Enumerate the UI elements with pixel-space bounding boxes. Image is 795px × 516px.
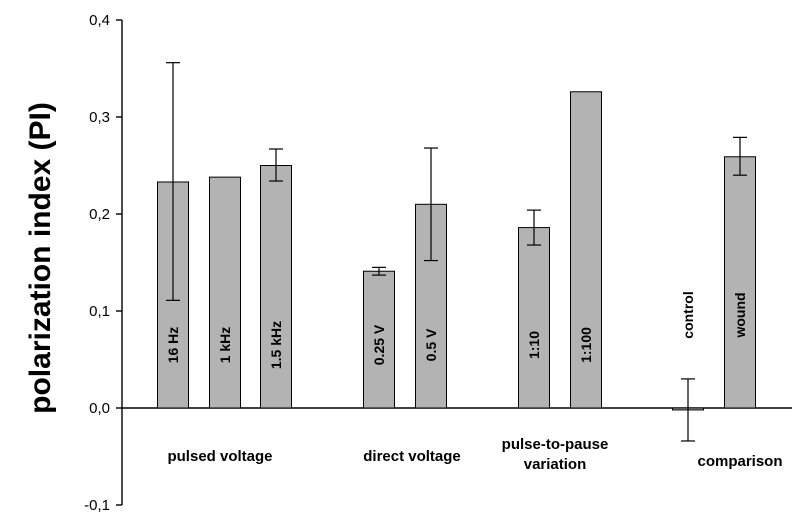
group-label: pulse-to-pause: [502, 436, 609, 453]
y-tick-label: 0,4: [89, 12, 110, 29]
y-tick-label: 0,0: [89, 400, 110, 417]
bar: [518, 227, 550, 409]
bar: [260, 165, 292, 409]
bar-label: 1:100: [578, 327, 594, 363]
bar-label: wound: [732, 292, 748, 338]
bar: [209, 176, 241, 409]
y-axis-title: polarization index (PI): [24, 102, 57, 414]
group-label: pulsed voltage: [167, 448, 272, 465]
y-tick-label: 0,1: [89, 303, 110, 320]
group-label: variation: [524, 456, 587, 473]
bar: [724, 156, 756, 409]
bar-label: 1.5 kHz: [268, 321, 284, 369]
bar-label: 0.25 V: [371, 324, 387, 365]
labels-layer: 16 Hz 1 kHz 1.5 kHz pulsed voltage 0.25 V 0.5…: [165, 291, 783, 473]
y-tick-label: 0,2: [89, 206, 110, 223]
group-label: comparison: [697, 453, 782, 470]
group-label: direct voltage: [363, 448, 461, 465]
bar-label: control: [680, 291, 696, 338]
y-tick-label: 0,3: [89, 109, 110, 126]
bar: [363, 270, 395, 409]
bar-label: 1 kHz: [217, 327, 233, 364]
y-tick-label: -0,1: [84, 497, 110, 514]
bar: [570, 91, 602, 409]
bars-layer: [157, 62, 756, 442]
y-axis-title-group: polarization index (PI): [24, 102, 57, 414]
bar-label: 1:10: [526, 331, 542, 359]
bar-label: 0.5 V: [423, 328, 439, 361]
bar-label: 16 Hz: [165, 327, 181, 364]
